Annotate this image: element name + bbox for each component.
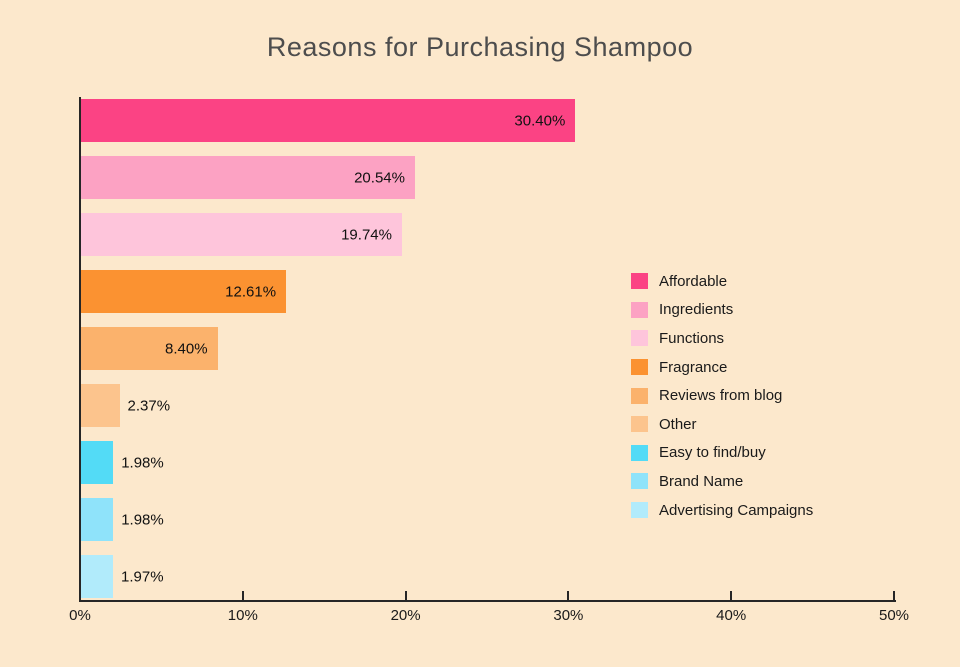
bar-advertising-campaigns (81, 555, 114, 598)
bar-row-easy-to-find-buy: 1.98% (81, 441, 894, 484)
x-tick-label-40: 40% (716, 607, 747, 624)
bar-affordable (81, 99, 576, 142)
bar-value-label: 1.98% (121, 454, 164, 471)
legend: Affordable Ingredients Functions Fragrance R… (631, 267, 813, 524)
legend-label: Advertising Campaigns (659, 501, 814, 519)
bar-other (81, 384, 120, 427)
bar-value-label: 1.97% (121, 568, 164, 585)
bar-row-ingredients: 20.54% (81, 156, 894, 199)
legend-item-advertising-campaigns: Advertising Campaigns (631, 496, 813, 525)
bar-value-label: 8.40% (165, 340, 208, 357)
bar-row-other: 2.37% (81, 384, 894, 427)
chart-title: Reasons for Purchasing Shampoo (266, 32, 694, 62)
legend-label: Fragrance (659, 358, 728, 376)
bar-row-advertising-campaigns: 1.97% (81, 555, 894, 598)
bar-row-brand-name: 1.98% (81, 498, 894, 541)
legend-swatch-icon (631, 330, 648, 347)
legend-label: Reviews from blog (659, 387, 783, 405)
x-tick-label-20: 20% (390, 607, 421, 624)
x-tick-label-50: 50% (878, 607, 910, 624)
legend-item-ingredients: Ingredients (631, 296, 813, 325)
legend-item-brand-name: Brand Name (631, 467, 813, 496)
legend-item-other: Other (631, 410, 813, 439)
bar-value-label: 1.98% (121, 511, 164, 528)
legend-label: Other (659, 415, 697, 433)
bar-value-label: 30.40% (514, 112, 566, 129)
legend-label: Brand Name (659, 472, 744, 490)
legend-swatch-icon (631, 416, 648, 433)
legend-swatch-icon (631, 359, 648, 376)
legend-item-affordable: Affordable (631, 267, 813, 296)
legend-item-fragrance: Fragrance (631, 353, 813, 382)
legend-item-functions: Functions (631, 324, 813, 353)
legend-swatch-icon (631, 444, 648, 461)
legend-label: Affordable (659, 272, 728, 290)
legend-swatch-icon (631, 502, 648, 519)
bar-value-label: 20.54% (354, 169, 405, 186)
x-axis-line (79, 600, 896, 602)
bar-row-fragrance: 12.61% (81, 270, 894, 313)
legend-item-reviews-from-blog: Reviews from blog (631, 381, 813, 410)
legend-swatch-icon (631, 473, 648, 490)
x-tick-label-30: 30% (553, 607, 584, 624)
legend-swatch-icon (631, 301, 648, 318)
legend-swatch-icon (631, 387, 648, 404)
bar-row-affordable: 30.40% (81, 99, 894, 142)
legend-swatch-icon (631, 273, 648, 290)
legend-label: Easy to find/buy (659, 444, 766, 462)
legend-label: Ingredients (659, 301, 734, 319)
legend-item-easy-to-find-buy: Easy to find/buy (631, 439, 813, 468)
bar-value-label: 12.61% (225, 283, 277, 300)
bar-brand-name (81, 498, 114, 541)
y-axis-line (79, 97, 81, 602)
legend-label: Functions (659, 329, 725, 347)
bars-container: 30.40% 20.54% 19.74% 12.61% 8.40% 2.37% 1.98% 1… (81, 99, 894, 598)
bar-fragrance (81, 270, 287, 313)
bar-ingredients (81, 156, 415, 199)
bar-reviews-from-blog (81, 327, 218, 370)
x-tick-label-0: 0% (69, 607, 91, 624)
bar-value-label: 19.74% (341, 226, 392, 243)
bar-functions (81, 213, 402, 256)
x-tick-label-10: 10% (227, 607, 258, 624)
bar-row-reviews-from-blog: 8.40% (81, 327, 894, 370)
bar-row-functions: 19.74% (81, 213, 894, 256)
bar-easy-to-find-buy (81, 441, 114, 484)
bar-value-label: 2.37% (127, 397, 171, 414)
